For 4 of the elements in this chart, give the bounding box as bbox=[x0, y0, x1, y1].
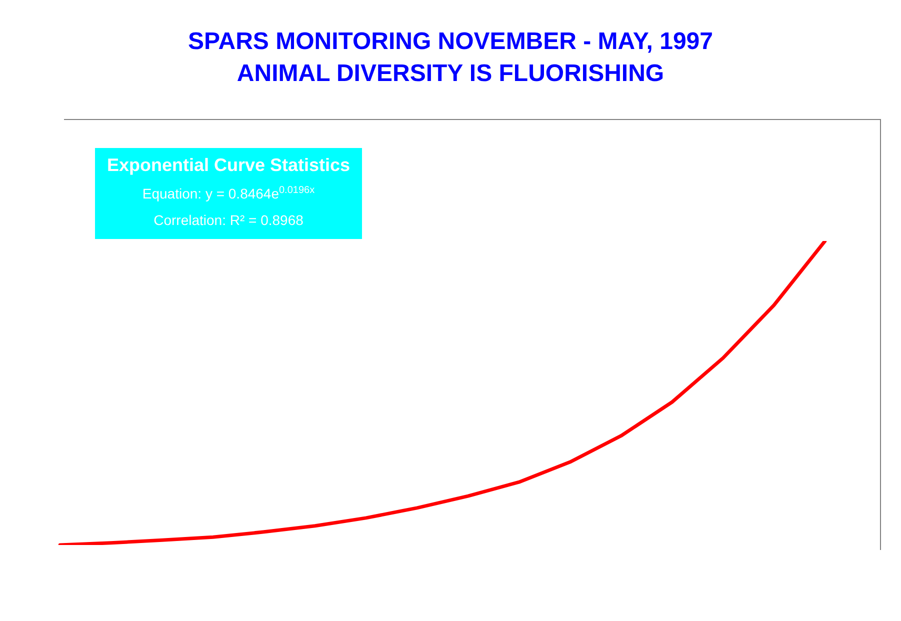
chart-title: SPARS MONITORING NOVEMBER - MAY, 1997 ANIMAL DIVERSITY IS FLUORISHING bbox=[187, 27, 714, 89]
text: Correlation: R² = 0.8968 bbox=[152, 210, 304, 230]
text: Equation: y = 0.8464e$^{0.0196x}$ bbox=[141, 184, 316, 204]
text: Exponential Curve Statistics bbox=[106, 154, 352, 177]
